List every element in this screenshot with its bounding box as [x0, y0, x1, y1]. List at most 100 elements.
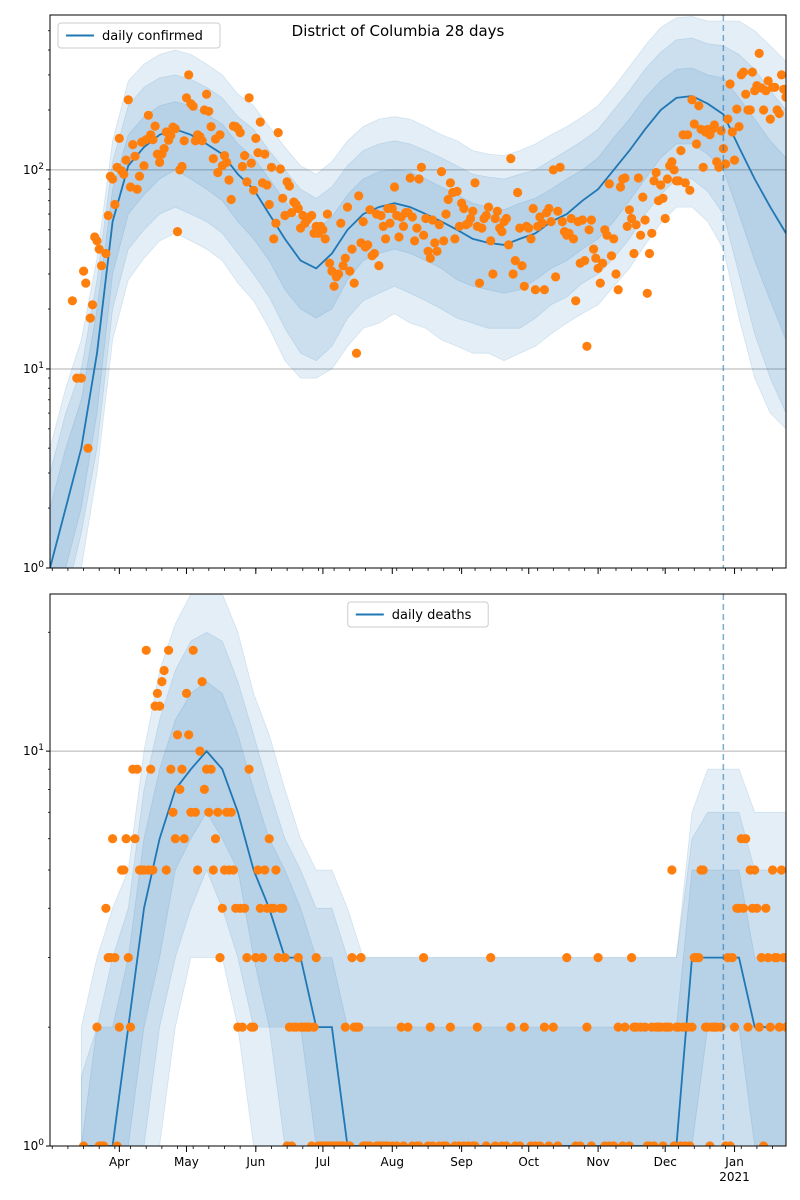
data-point	[754, 48, 764, 59]
data-point	[213, 807, 223, 817]
data-point	[553, 206, 563, 216]
data-point	[658, 193, 668, 203]
data-point	[242, 953, 252, 963]
data-point	[132, 184, 142, 194]
data-point	[656, 180, 666, 190]
data-point	[405, 173, 415, 183]
data-point	[244, 764, 254, 774]
data-point	[119, 169, 129, 179]
data-point	[130, 151, 140, 161]
data-point	[213, 167, 223, 178]
data-point	[338, 261, 348, 271]
data-point	[141, 645, 151, 655]
data-point	[759, 105, 769, 115]
data-point	[208, 154, 218, 164]
data-point	[125, 1022, 136, 1032]
data-point	[170, 834, 180, 844]
data-point	[636, 230, 646, 240]
data-point	[474, 278, 485, 288]
data-point	[155, 701, 165, 711]
confidence-band	[50, 16, 786, 568]
data-point	[593, 953, 603, 963]
data-point	[687, 95, 697, 105]
data-point	[269, 903, 279, 913]
data-point	[206, 122, 216, 132]
data-point	[649, 1141, 659, 1146]
data-point	[181, 688, 192, 699]
data-point	[644, 248, 655, 259]
data-point	[164, 645, 174, 655]
data-point	[110, 953, 120, 963]
data-point	[513, 187, 523, 198]
data-point	[251, 953, 261, 963]
data-point	[546, 217, 556, 227]
data-point	[271, 218, 281, 228]
x-tick-label: Sep	[450, 1155, 473, 1169]
data-point	[354, 1022, 364, 1032]
data-point	[729, 1022, 740, 1032]
data-point	[667, 157, 677, 167]
data-point	[172, 227, 183, 237]
data-point	[450, 234, 460, 244]
data-point	[271, 865, 281, 875]
data-point	[759, 1141, 769, 1146]
confidence-band	[50, 67, 786, 568]
data-point	[99, 1141, 109, 1146]
data-point	[741, 834, 751, 844]
data-point	[79, 1141, 89, 1146]
data-point	[273, 128, 283, 138]
data-point	[381, 234, 391, 244]
data-point	[121, 834, 131, 844]
data-point	[586, 1141, 596, 1146]
data-point	[150, 121, 160, 131]
data-point	[204, 106, 214, 116]
data-point	[486, 236, 496, 246]
data-point	[445, 178, 455, 188]
data-point	[470, 1141, 480, 1146]
data-point	[103, 210, 113, 221]
data-point	[459, 203, 469, 214]
data-point	[374, 261, 384, 271]
data-point	[721, 159, 731, 169]
data-point	[774, 1022, 784, 1032]
data-point	[716, 126, 726, 136]
data-point	[642, 288, 652, 298]
data-point	[152, 688, 162, 699]
data-point	[197, 677, 207, 687]
data-point	[260, 149, 270, 159]
data-point	[329, 281, 339, 291]
data-point	[358, 217, 368, 227]
data-point	[436, 167, 447, 177]
axes-frame	[49, 14, 787, 569]
data-point	[92, 1022, 102, 1032]
confidence-band	[80, 594, 786, 1146]
data-point	[159, 144, 169, 154]
data-point	[425, 253, 435, 263]
data-point	[148, 865, 158, 875]
data-point	[481, 1141, 491, 1146]
data-point	[275, 164, 285, 174]
confirmed-panel: 100 101 102 daily confirmed	[23, 14, 787, 575]
data-point	[613, 1022, 623, 1032]
data-point	[519, 1022, 529, 1032]
data-point	[667, 865, 677, 875]
data-point	[414, 1141, 424, 1146]
data-point	[114, 133, 124, 143]
data-point	[575, 1141, 585, 1146]
data-point	[193, 865, 203, 875]
data-point	[264, 834, 274, 844]
data-point	[622, 221, 632, 231]
data-point	[340, 1022, 350, 1032]
x-tick-label: Oct	[518, 1155, 539, 1169]
data-point	[108, 834, 118, 844]
data-point	[235, 128, 245, 138]
data-point	[551, 272, 561, 282]
data-point	[452, 186, 462, 196]
data-point	[224, 175, 234, 185]
data-point	[255, 117, 265, 127]
y-tick-label: 102	[23, 162, 44, 177]
data-point	[101, 248, 111, 259]
data-point	[432, 246, 442, 256]
data-point	[539, 1022, 550, 1032]
data-point	[776, 70, 786, 80]
